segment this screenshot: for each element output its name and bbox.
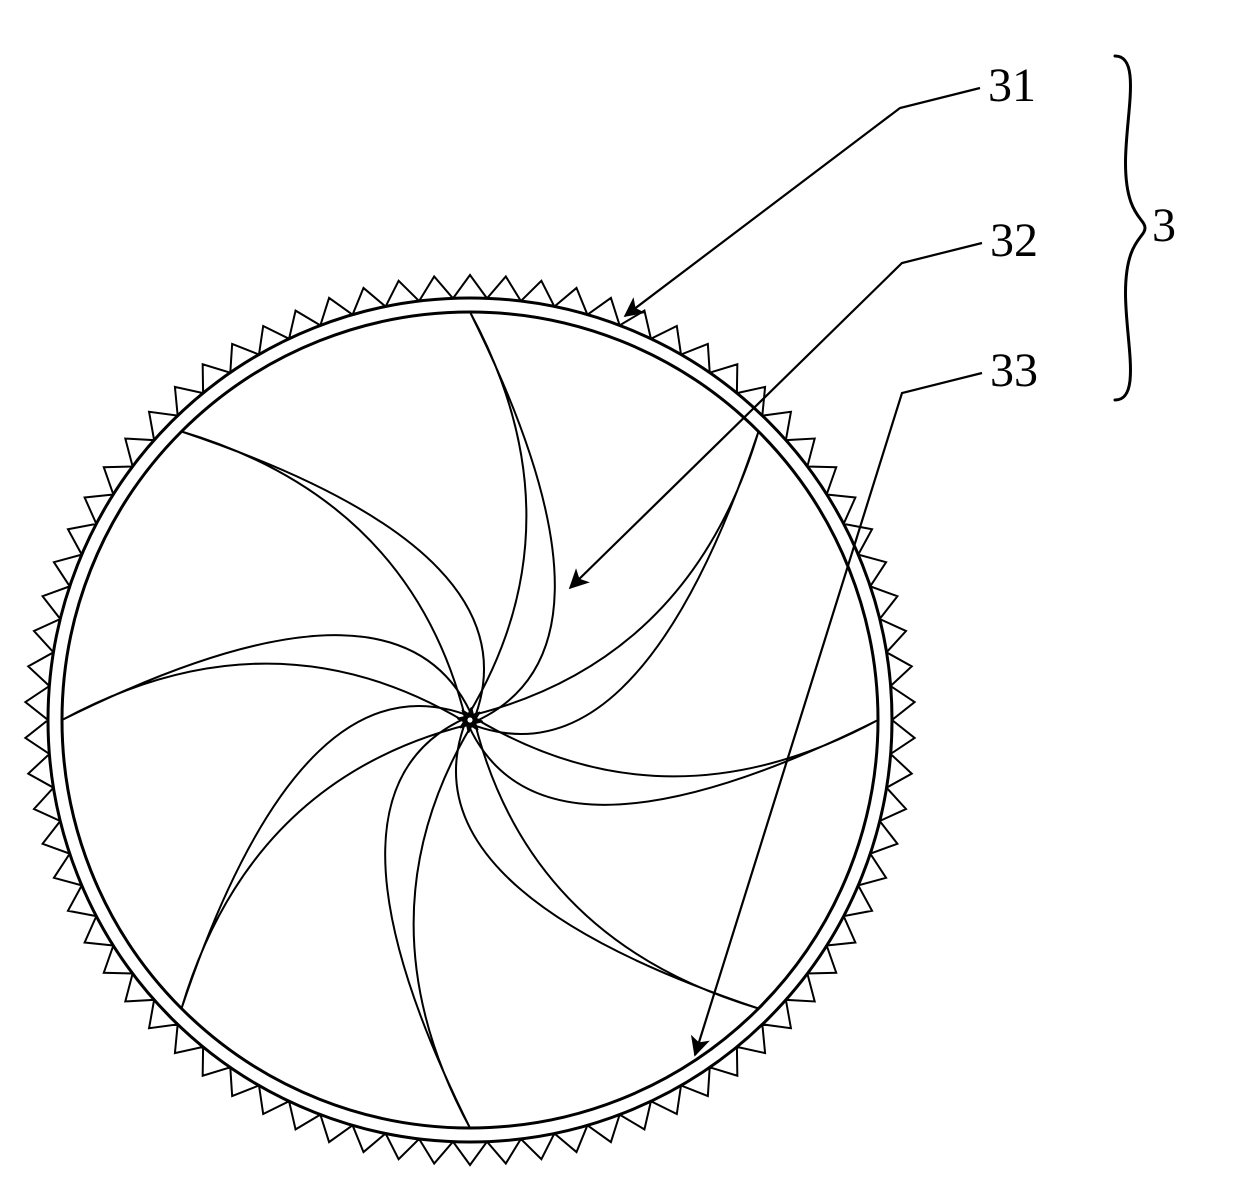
label-33: 33 (990, 343, 1038, 398)
label-32: 32 (990, 213, 1038, 268)
label-3: 3 (1152, 198, 1176, 253)
diagram-svg (0, 0, 1240, 1181)
label-31: 31 (988, 58, 1036, 113)
diagram-canvas: 31 32 33 3 (0, 0, 1240, 1181)
